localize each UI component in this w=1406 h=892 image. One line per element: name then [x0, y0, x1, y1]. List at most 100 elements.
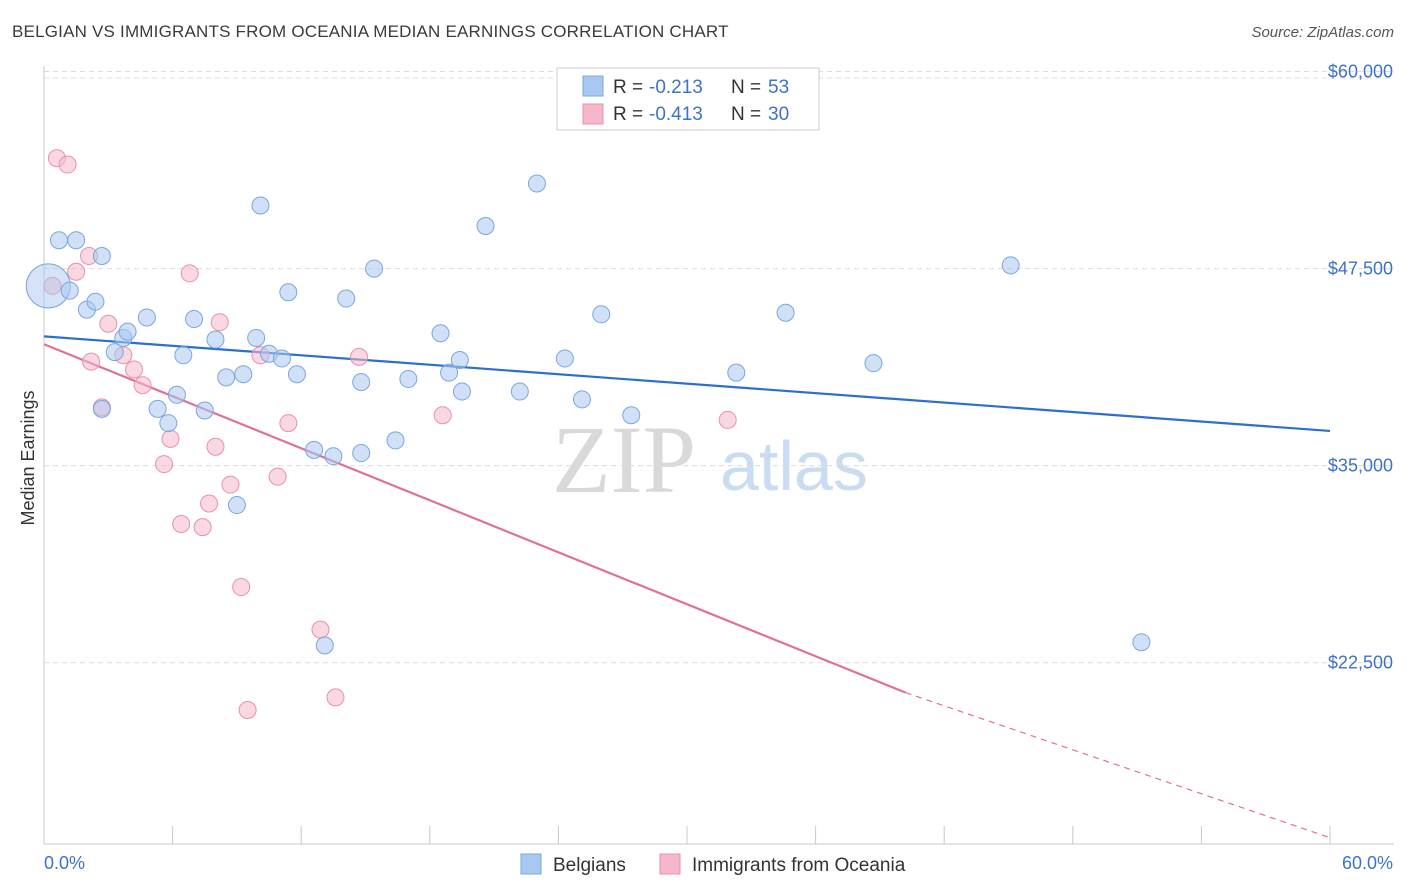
- oceania-point: [193, 518, 212, 537]
- oceania-trend-line: [43, 343, 907, 694]
- oceania-point: [433, 406, 452, 425]
- axes: [43, 66, 1394, 845]
- legend-swatch-oceania: [582, 103, 604, 125]
- chart-title: BELGIAN VS IMMIGRANTS FROM OCEANIA MEDIA…: [12, 22, 729, 41]
- belgian-point: [251, 196, 270, 215]
- belgian-point: [1001, 256, 1020, 275]
- belgian-point: [92, 399, 111, 418]
- y-tick-labels: $22,500 $35,000 $47,500 $60,000: [1328, 62, 1393, 673]
- belgian-point: [137, 308, 156, 327]
- belgian-point: [510, 382, 529, 401]
- belgian-point: [279, 283, 298, 302]
- x-tick-label-start: 0.0%: [44, 853, 85, 873]
- legend-r-value-1: -0.213: [649, 77, 703, 98]
- belgian-point: [167, 385, 186, 404]
- oceania-point: [221, 475, 240, 494]
- belgian-point: [555, 349, 574, 368]
- belgian-point: [352, 444, 371, 463]
- legend-swatch-belgians-bottom: [520, 853, 542, 875]
- legend-r-label-1: R =: [613, 77, 643, 98]
- legend-label-belgians: Belgians: [553, 855, 626, 876]
- belgian-point: [227, 496, 246, 515]
- x-tick-labels: 0.0% 60.0%: [44, 853, 1393, 873]
- oceania-point: [172, 514, 191, 533]
- belgian-point: [217, 368, 236, 387]
- belgian-point: [622, 406, 641, 425]
- belgian-point: [67, 231, 86, 250]
- oceania-point: [180, 264, 199, 283]
- belgian-point: [60, 281, 79, 300]
- oceania-point: [161, 429, 180, 448]
- belgian-point: [399, 369, 418, 388]
- belgian-points: [25, 174, 1151, 655]
- legend-swatch-belgians: [582, 75, 604, 97]
- belgian-point: [174, 346, 193, 365]
- belgian-point: [234, 365, 253, 384]
- legend-n-label-2: N =: [731, 104, 761, 125]
- belgian-point: [287, 365, 306, 384]
- legend-n-value-2: 30: [768, 104, 789, 125]
- oceania-point: [279, 414, 298, 433]
- oceania-point: [133, 376, 152, 395]
- oceania-point: [82, 352, 101, 371]
- oceania-point: [232, 578, 251, 597]
- y-tick-label: $35,000: [1328, 456, 1393, 476]
- y-tick-label: $22,500: [1328, 653, 1393, 673]
- belgian-point: [105, 343, 124, 362]
- oceania-point: [350, 347, 369, 366]
- belgian-point: [206, 330, 225, 349]
- belgian-point: [452, 382, 471, 401]
- belgian-point: [247, 328, 266, 347]
- belgian-point: [185, 310, 204, 329]
- belgian-point: [431, 324, 450, 343]
- belgian-point: [450, 351, 469, 370]
- y-tick-label: $60,000: [1328, 62, 1393, 82]
- belgian-point: [324, 447, 343, 466]
- belgian-point: [148, 399, 167, 418]
- belgian-point: [352, 373, 371, 392]
- belgian-point: [1132, 633, 1151, 652]
- belgian-point: [864, 354, 883, 373]
- belgian-point: [86, 292, 105, 311]
- oceania-point: [210, 313, 229, 332]
- oceania-point: [206, 437, 225, 456]
- belgian-point: [272, 349, 291, 368]
- legend-swatch-oceania-bottom: [659, 853, 681, 875]
- belgian-point: [315, 636, 334, 655]
- belgian-point: [527, 174, 546, 193]
- y-axis-label: Median Earnings: [18, 390, 38, 525]
- series-legend: Belgians Immigrants from Oceania: [520, 853, 906, 876]
- y-tick-label: $47,500: [1328, 259, 1393, 279]
- oceania-point: [311, 620, 330, 639]
- oceania-point: [67, 262, 86, 281]
- oceania-point: [58, 155, 77, 174]
- oceania-point: [718, 410, 737, 429]
- oceania-point: [238, 701, 257, 719]
- belgian-point: [365, 259, 384, 278]
- belgian-point: [386, 431, 405, 450]
- oceania-point: [268, 467, 287, 486]
- belgian-point: [776, 303, 795, 322]
- correlation-legend: R = -0.213 N = 53 R = -0.413 N = 30: [556, 67, 820, 131]
- legend-r-label-2: R =: [613, 104, 643, 125]
- belgian-point: [476, 217, 495, 236]
- oceania-point: [200, 494, 219, 513]
- belgian-point: [440, 363, 459, 382]
- watermark-zip: ZIP: [552, 406, 696, 513]
- belgian-point: [118, 322, 137, 341]
- belgian-point: [159, 414, 178, 433]
- belgian-point: [727, 363, 746, 382]
- belgian-point: [337, 289, 356, 308]
- belgian-point: [592, 305, 611, 324]
- legend-label-oceania: Immigrants from Oceania: [692, 855, 906, 876]
- legend-n-value-1: 53: [768, 77, 789, 98]
- legend-r-value-2: -0.413: [649, 104, 703, 125]
- oceania-point: [125, 360, 144, 379]
- oceania-point: [99, 314, 118, 333]
- belgian-point: [195, 401, 214, 420]
- belgian-point: [572, 390, 591, 409]
- oceania-point: [155, 455, 174, 474]
- belgian-point: [92, 246, 111, 265]
- source-label: Source: ZipAtlas.com: [1251, 24, 1394, 41]
